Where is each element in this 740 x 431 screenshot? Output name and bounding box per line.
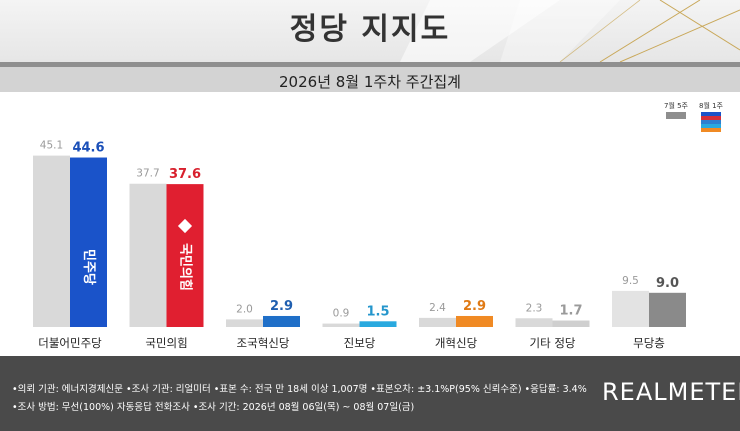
- category-label: 기타 정당: [530, 336, 576, 350]
- legend-curr-swatch: [701, 116, 721, 120]
- value-label-prev: 2.3: [526, 302, 543, 314]
- value-label-curr: 37.6: [169, 167, 201, 182]
- value-label-curr: 1.5: [366, 304, 389, 319]
- value-label-prev: 2.0: [236, 303, 253, 315]
- chart-title: 정당 지지도: [289, 12, 451, 47]
- header-banner: 정당 지지도: [0, 0, 740, 62]
- legend-curr-label: 8월 1주: [699, 101, 724, 110]
- legend-curr-swatch: [701, 128, 721, 132]
- bar-curr: [263, 315, 300, 327]
- bar-prev: [515, 318, 553, 327]
- bar-prev: [419, 317, 456, 327]
- value-label-curr: 2.9: [463, 299, 486, 314]
- bar-prev: [33, 155, 70, 327]
- category-label: 국민의힘: [145, 336, 187, 350]
- chart-subtitle: 2026년 8월 1주차 주간집계: [279, 73, 461, 91]
- category-label: 진보당: [344, 336, 376, 350]
- footer-line-1: •의뢰 기관: 에너지경제신문 •조사 기관: 리얼미터 •표본 수: 전국 만…: [12, 384, 587, 395]
- value-label-prev: 0.9: [333, 308, 350, 320]
- party-logo-mark: [177, 218, 193, 234]
- legend-prev-label: 7월 5주: [664, 101, 689, 110]
- party-logo-text: 국민의힘: [178, 243, 194, 291]
- value-label-prev: 2.4: [429, 302, 446, 314]
- legend-prev-swatch: [666, 112, 686, 119]
- bar-curr: [359, 321, 397, 327]
- bar-prev: [612, 290, 649, 327]
- party-logo-text: 민주당: [81, 249, 97, 285]
- category-label: 조국혁신당: [237, 336, 290, 350]
- bar-curr: [456, 315, 493, 327]
- subtitle-bar: 2026년 8월 1주차 주간집계: [0, 62, 740, 92]
- realmeter-logo: REALMETER: [602, 378, 740, 406]
- category-label: 무당층: [633, 336, 665, 350]
- legend-curr-swatch: [701, 120, 721, 124]
- bar-prev: [226, 319, 263, 327]
- value-label-prev: 37.7: [136, 168, 159, 180]
- header-decoration: [400, 0, 740, 62]
- value-label-curr: 1.7: [559, 304, 582, 319]
- legend-curr-swatch: [701, 112, 721, 116]
- footer-line-2: •조사 방법: 무선(100%) 자동응답 전화조사 •조사 기간: 2026년…: [12, 402, 415, 413]
- bar-curr: [166, 184, 204, 327]
- value-label-curr: 44.6: [72, 141, 104, 156]
- value-label-prev: 45.1: [40, 140, 63, 152]
- bar-curr: [649, 292, 686, 327]
- value-label-curr: 9.0: [656, 276, 679, 291]
- bar-curr: [552, 320, 590, 327]
- bar-chart: 7월 5주 8월 1주 45.1 44.6 더불어민주당 37.7 37.6 국민의힘 2.0 2…: [33, 101, 724, 350]
- bar-prev: [129, 183, 167, 327]
- footer-panel: •의뢰 기관: 에너지경제신문 •조사 기관: 리얼미터 •표본 수: 전국 만…: [0, 356, 740, 431]
- legend-curr-swatch: [701, 124, 721, 128]
- bar-curr: [70, 157, 107, 327]
- value-label-prev: 9.5: [622, 275, 639, 287]
- bar-prev: [322, 323, 360, 327]
- category-label: 더불어민주당: [38, 336, 102, 350]
- category-label: 개혁신당: [435, 336, 478, 350]
- value-label-curr: 2.9: [270, 299, 293, 314]
